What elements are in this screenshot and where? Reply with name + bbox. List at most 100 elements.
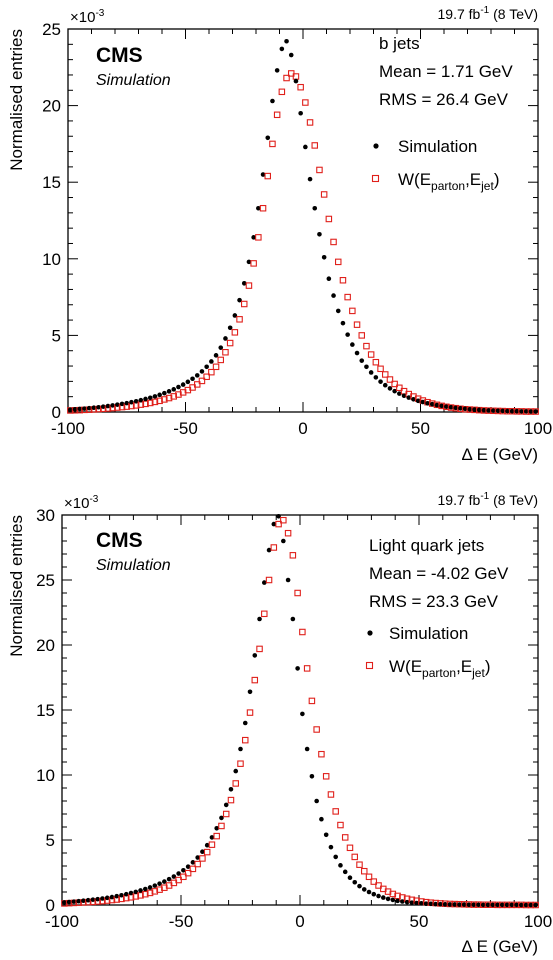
data-point-w (237, 760, 244, 767)
data-point-simulation (366, 889, 372, 895)
data-point-simulation (472, 407, 477, 412)
data-point-w (280, 516, 287, 524)
data-point-simulation (157, 881, 162, 886)
data-point-simulation (371, 891, 377, 897)
data-point-w (227, 796, 235, 804)
data-point-simulation (509, 902, 515, 908)
data-point-simulation (147, 885, 153, 890)
data-point-simulation (423, 901, 429, 906)
data-point-simulation (62, 900, 67, 905)
data-point-w (320, 191, 328, 198)
data-point-w (208, 841, 216, 848)
data-point-simulation (509, 408, 515, 414)
legend-marker-w (365, 661, 374, 670)
legend-marker-simulation (367, 630, 373, 636)
x-tick-label: -100 (51, 419, 85, 438)
data-point-simulation (295, 666, 300, 671)
data-point-simulation (242, 720, 248, 726)
info-line-1: Light quark jets (369, 536, 484, 555)
data-point-simulation (490, 902, 496, 908)
data-points (61, 514, 539, 909)
data-point-simulation (467, 406, 473, 412)
data-point-w (358, 332, 365, 339)
data-point-w (142, 890, 149, 898)
data-point-simulation (270, 98, 275, 104)
data-point-w (313, 726, 320, 733)
data-point-simulation (385, 896, 391, 902)
data-point-simulation (271, 521, 277, 527)
data-point-w (327, 791, 335, 798)
y-tick-label: 10 (36, 766, 55, 785)
data-point-simulation (129, 399, 134, 405)
data-point-simulation (119, 892, 124, 898)
data-point-simulation (333, 854, 339, 860)
data-point-simulation (166, 389, 172, 394)
data-point-w (146, 889, 154, 897)
data-point-simulation (364, 364, 369, 370)
data-point-w (377, 365, 384, 373)
data-point-simulation (368, 370, 374, 375)
data-point-simulation (361, 887, 367, 892)
data-point-simulation (185, 379, 191, 385)
y-tick-label: 25 (42, 20, 61, 39)
data-point-simulation (290, 616, 296, 622)
simulation-sublabel: Simulation (96, 72, 171, 89)
x-tick-label: 100 (524, 419, 552, 438)
data-point-simulation (319, 816, 324, 822)
x-tick-label: -100 (45, 912, 79, 931)
data-point-simulation (138, 397, 144, 403)
info-line-3: RMS = 26.4 GeV (379, 90, 509, 109)
simulation-sublabel: Simulation (96, 557, 171, 574)
data-point-simulation (262, 580, 267, 585)
data-point-w (339, 276, 347, 284)
data-point-simulation (223, 802, 229, 808)
data-point-simulation (425, 400, 430, 406)
data-point-w (396, 384, 403, 392)
data-point-simulation (123, 891, 129, 897)
data-point-simulation (104, 895, 110, 901)
data-point-simulation (395, 898, 400, 904)
data-point-simulation (481, 407, 487, 413)
y-tick-label: 30 (36, 506, 55, 525)
data-point-simulation (500, 902, 505, 908)
data-point-w (289, 552, 297, 559)
data-point-w (303, 665, 311, 672)
data-point-w (259, 204, 267, 212)
data-point-w (250, 260, 257, 267)
data-point-simulation (354, 350, 360, 356)
data-point-simulation (357, 883, 362, 889)
data-point-simulation (335, 308, 341, 314)
data-point-simulation (85, 897, 91, 903)
data-point-simulation (452, 902, 458, 907)
data-point-w (316, 166, 323, 174)
data-point-simulation (321, 254, 327, 260)
data-point-simulation (438, 901, 443, 907)
data-point-simulation (328, 844, 334, 850)
data-point-simulation (480, 902, 486, 908)
data-point-w (294, 589, 301, 597)
data-point-simulation (68, 407, 73, 413)
data-point-w (245, 282, 253, 289)
data-point-simulation (194, 373, 200, 378)
data-point-simulation (461, 902, 467, 907)
info-line-2: Mean = -4.02 GeV (369, 564, 509, 583)
data-point-w (283, 74, 290, 82)
data-point-simulation (414, 900, 419, 906)
data-point-simulation (419, 901, 424, 906)
data-point-w (194, 860, 201, 868)
data-point-w (332, 808, 339, 815)
data-point-w (199, 855, 206, 862)
data-point-simulation (429, 401, 435, 407)
data-point-w (391, 380, 398, 388)
data-point-w (151, 398, 159, 406)
y-axis-label: Normalised entries (7, 515, 26, 657)
data-point-simulation (378, 379, 383, 384)
data-point-simulation (300, 711, 305, 717)
data-point-simulation (274, 68, 280, 73)
y-tick-label: 25 (36, 571, 55, 590)
data-point-simulation (223, 336, 228, 341)
data-point-simulation (411, 396, 416, 402)
y-axis-label: Normalised entries (7, 29, 26, 171)
data-point-w (325, 215, 333, 223)
x-tick-label: 0 (295, 912, 304, 931)
